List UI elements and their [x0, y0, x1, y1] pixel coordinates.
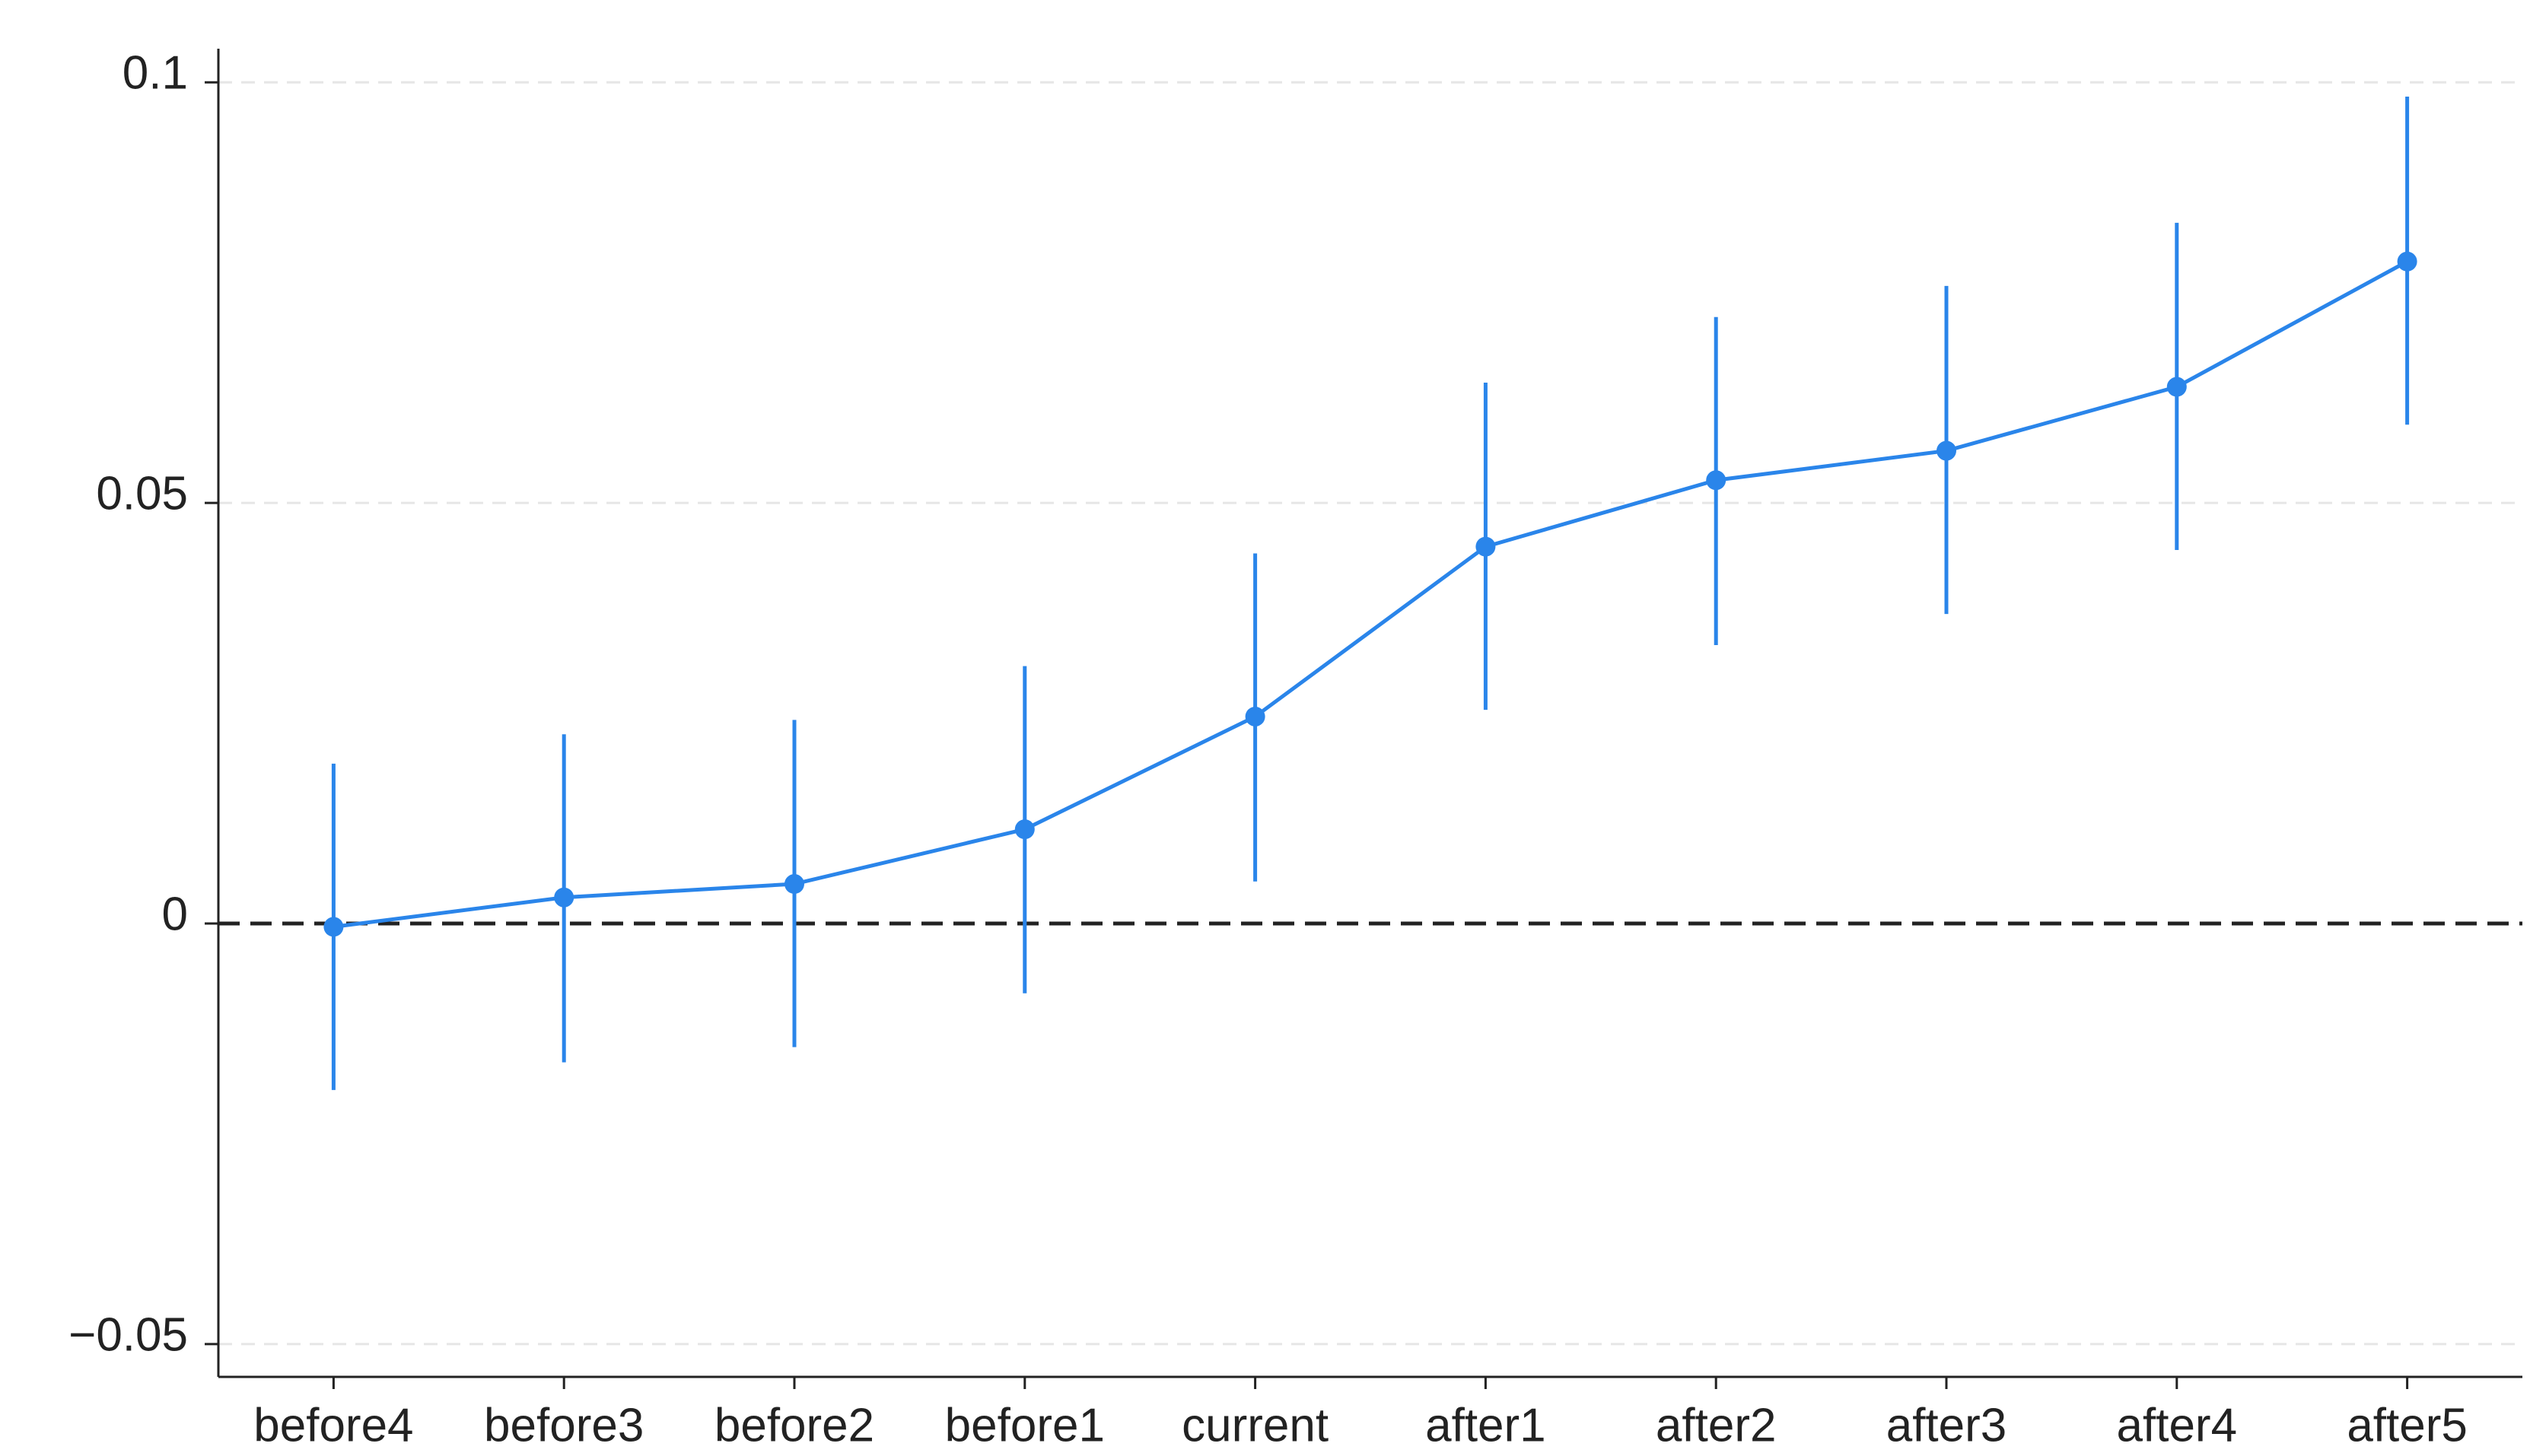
- x-tick-label: current: [1182, 1399, 1329, 1451]
- point: [1706, 470, 1726, 491]
- x-tick-label: before4: [253, 1399, 413, 1451]
- x-tick-label: after2: [1656, 1399, 1777, 1451]
- x-tick-label: after4: [2117, 1399, 2238, 1451]
- line: [333, 259, 2408, 929]
- x-tick-label: after1: [1425, 1399, 1546, 1451]
- x-tick-label: after5: [2347, 1399, 2468, 1451]
- x-tick-label: after3: [1886, 1399, 2007, 1451]
- point: [1475, 536, 1496, 557]
- point: [323, 917, 344, 937]
- point: [2397, 251, 2417, 272]
- point: [1936, 440, 1956, 461]
- point: [1014, 819, 1035, 840]
- x-tick-label: before2: [714, 1399, 874, 1451]
- y-tick-label: 0.05: [96, 467, 188, 520]
- point: [784, 874, 804, 895]
- x-tick-label: before3: [484, 1399, 644, 1451]
- y-tick-label: 0.1: [123, 47, 188, 100]
- y-tick-label: 0: [162, 888, 188, 940]
- point: [1245, 706, 1265, 726]
- x-tick-label: before1: [945, 1399, 1105, 1451]
- point: [2166, 377, 2187, 397]
- y-tick-label: −0.05: [68, 1308, 188, 1361]
- point: [554, 887, 574, 908]
